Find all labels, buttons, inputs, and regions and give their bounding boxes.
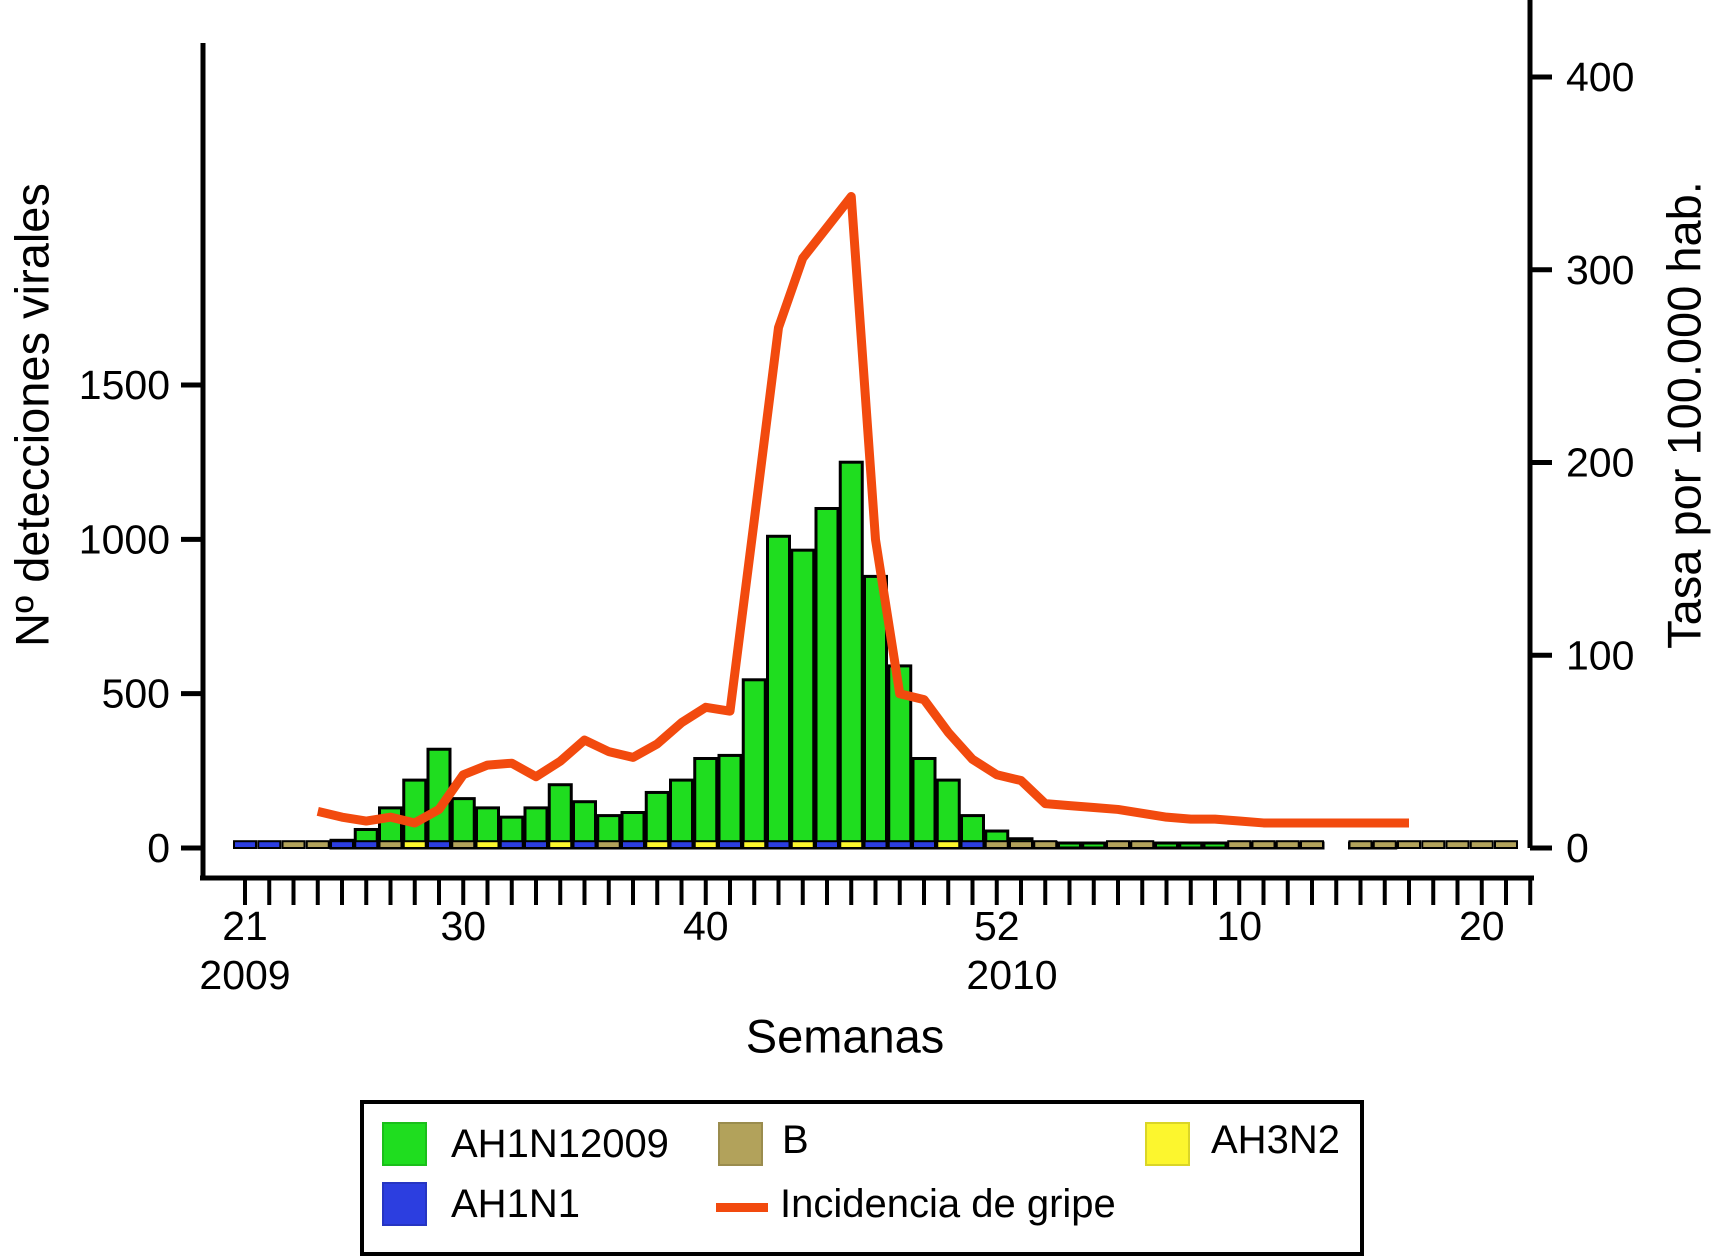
bar-ah1n1 <box>669 840 694 849</box>
x-tick-label: 30 <box>440 903 486 949</box>
bar-ah3n2 <box>936 840 961 849</box>
x-axis-tick-labels: 21 30 40 52 10 20 <box>222 903 1504 949</box>
bar-b <box>1348 840 1373 849</box>
right-axis-ticks: 0 100 200 300 400 <box>1530 54 1634 871</box>
bar-ah1n1 <box>233 840 257 849</box>
bar-b <box>1033 840 1058 849</box>
right-tick-label: 100 <box>1566 632 1634 678</box>
left-axis-ticks: 0 500 1000 1500 <box>79 362 203 871</box>
legend-label-b: B <box>782 1118 809 1162</box>
bar-ah1n1 <box>912 840 936 849</box>
bar-ah3n2 <box>645 840 670 849</box>
bar-ah1n1 <box>718 840 742 849</box>
bar-b <box>1106 840 1130 849</box>
bar-ah1n1 <box>960 840 985 849</box>
bar-ah3n2 <box>742 840 767 849</box>
year-label-2010: 2010 <box>966 952 1058 998</box>
bar-b <box>1397 840 1421 849</box>
left-tick-label: 0 <box>147 825 170 871</box>
bar-ah1n1 <box>354 840 379 849</box>
bar-ah1n1 <box>257 840 282 849</box>
bar-ah1n1 <box>887 840 912 849</box>
bar-ah3n2 <box>693 840 718 849</box>
x-tick-label: 21 <box>222 903 268 949</box>
bar-ah1n1 <box>766 840 791 849</box>
bar-b <box>1009 840 1033 849</box>
right-axis-title: Tasa por 100.000 hab. <box>1657 181 1711 649</box>
legend: AH1N12009 B AH3N2 AH1N1 Incidencia de gr… <box>360 1100 1364 1256</box>
bar-b <box>1445 840 1470 849</box>
bar-b <box>1251 840 1276 849</box>
year-label-2009: 2009 <box>199 952 291 998</box>
bar-ah3n2 <box>548 840 573 849</box>
x-tick-label: 10 <box>1216 903 1262 949</box>
legend-line-incidencia-icon <box>716 1203 768 1212</box>
x-axis-ticks <box>243 878 1533 905</box>
bar-ah1n1 <box>621 840 645 849</box>
baseline-subtype-bars <box>233 840 1518 849</box>
bar-ah1n1 <box>524 840 548 849</box>
bar-ah1n1 <box>863 840 888 849</box>
left-tick-label: 1000 <box>79 516 170 562</box>
bar-b <box>596 840 621 849</box>
bar-b <box>281 840 306 849</box>
bar-b <box>984 840 1009 849</box>
right-tick-label: 300 <box>1566 247 1634 293</box>
bar-b <box>378 840 403 849</box>
left-tick-label: 1500 <box>79 362 170 408</box>
bar-b <box>451 840 476 849</box>
bar-ah1n1 <box>572 840 597 849</box>
bar-ah1n1 <box>815 840 839 849</box>
x-tick-label: 40 <box>683 903 729 949</box>
bar-b <box>1300 840 1324 849</box>
legend-label-incidencia: Incidencia de gripe <box>780 1182 1116 1226</box>
bar-ah1n1 <box>330 840 354 849</box>
x-tick-label: 20 <box>1459 903 1505 949</box>
right-tick-label: 200 <box>1566 440 1634 486</box>
x-axis-title: Semanas <box>745 1009 945 1063</box>
bar-b <box>1227 840 1252 849</box>
x-tick-label: 52 <box>974 903 1020 949</box>
bar-b <box>305 840 330 849</box>
legend-swatch-ah1n12009-icon <box>382 1122 427 1166</box>
right-tick-label: 0 <box>1566 825 1589 871</box>
bar-ah3n2 <box>402 840 427 849</box>
bar-b <box>1275 840 1300 849</box>
bar-ah1n1 <box>427 840 451 849</box>
legend-swatch-ah1n1-icon <box>382 1182 427 1226</box>
legend-label-ah1n1: AH1N1 <box>451 1182 580 1226</box>
incidence-line <box>316 192 1409 828</box>
bar-b <box>1494 840 1518 849</box>
legend-swatch-b-icon <box>718 1122 763 1166</box>
bar-ah3n2 <box>839 840 864 849</box>
bar-b <box>1421 840 1446 849</box>
bar-ah1n1 <box>499 840 524 849</box>
left-axis-title: Nº detecciones virales <box>5 183 59 647</box>
bar-ah3n2 <box>475 840 500 849</box>
bar-b <box>1130 840 1155 849</box>
left-tick-label: 500 <box>102 671 170 717</box>
bars-ah1n12009 <box>329 460 1398 850</box>
legend-label-ah1n12009: AH1N12009 <box>451 1122 669 1166</box>
bar-b <box>1372 840 1397 849</box>
legend-label-ah3n2: AH3N2 <box>1211 1118 1340 1162</box>
legend-swatch-ah3n2-icon <box>1145 1122 1190 1166</box>
bar-b <box>1469 840 1494 849</box>
bar-ah3n2 <box>790 840 815 849</box>
right-tick-label: 400 <box>1566 54 1634 100</box>
